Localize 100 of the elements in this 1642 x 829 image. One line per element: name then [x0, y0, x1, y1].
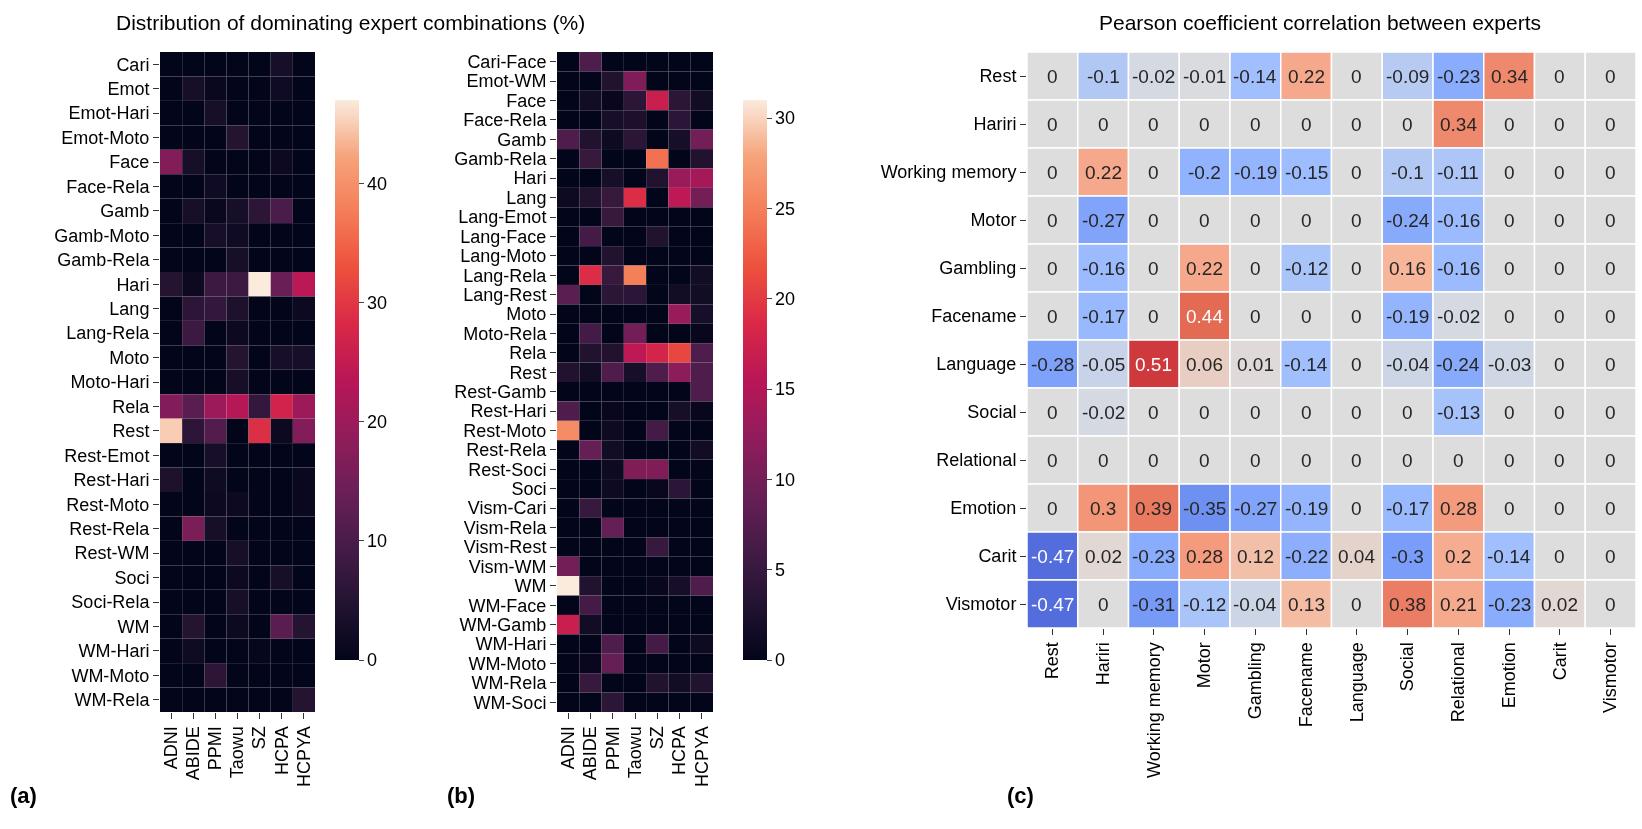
text: (b) [447, 783, 476, 808]
y-tick-label: Rest-Soci [468, 459, 547, 480]
data-label: 0 [1148, 162, 1159, 183]
data-label: 0 [1351, 498, 1362, 519]
y-tick-label: Hariri [973, 114, 1017, 135]
data-label: 0 [1047, 162, 1058, 183]
data-label: 0 [1098, 450, 1109, 471]
data-label: -0.04 [1386, 354, 1430, 375]
data-label: 0.39 [1135, 498, 1172, 519]
data-label: -0.19 [1285, 498, 1329, 519]
data-label: -0.15 [1285, 162, 1329, 183]
data-label: -0.1 [1391, 162, 1424, 183]
data-label: 0.28 [1440, 498, 1477, 519]
color-bar-label: 0 [775, 650, 786, 671]
data-label: 0.22 [1085, 162, 1122, 183]
y-tick-label: Moto [109, 347, 150, 368]
y-tick-label: Gamb [100, 201, 150, 222]
y-tick-label: Emotion [950, 498, 1017, 519]
data-label: 0 [1199, 210, 1210, 231]
data-label: 0 [1554, 450, 1565, 471]
y-tick-label: Facename [931, 306, 1017, 327]
data-label: 0.2 [1445, 546, 1472, 567]
data-label: 0 [1351, 66, 1362, 87]
y-tick-label: Face [506, 90, 547, 111]
data-label: 0.02 [1085, 546, 1122, 567]
data-label: 0.34 [1440, 114, 1478, 135]
data-label: 0 [1301, 450, 1312, 471]
color-bar-label: 5 [775, 559, 786, 580]
y-tick-label: Moto [506, 304, 547, 325]
data-label: -0.3 [1391, 546, 1424, 567]
y-tick-label: Cari-Face [467, 52, 547, 73]
data-label: -0.19 [1386, 306, 1430, 327]
x-tick-label: Motor [1194, 642, 1215, 689]
data-label: 0 [1047, 402, 1058, 423]
data-label: 0 [1605, 258, 1616, 279]
x-tick-label: Carit [1549, 642, 1570, 681]
data-label: 0 [1605, 162, 1616, 183]
y-tick-label: Vism-Rela [463, 517, 548, 538]
data-label: 0 [1605, 210, 1616, 231]
data-label: 0 [1554, 66, 1565, 87]
data-label: -0.47 [1031, 594, 1075, 615]
x-tick-label: HCPYA [293, 726, 314, 787]
data-label: 0 [1554, 306, 1565, 327]
y-tick-label: Gamb [497, 129, 547, 150]
data-label: -0.09 [1386, 66, 1430, 87]
x-tick-label: Relational [1448, 642, 1469, 723]
color-bar-label: 15 [775, 379, 796, 400]
data-label: -0.12 [1285, 258, 1329, 279]
y-tick-label: Rest-Hari [73, 470, 150, 491]
data-label: 0 [1250, 258, 1261, 279]
data-label: -0.19 [1234, 162, 1278, 183]
data-label: 0.12 [1237, 546, 1274, 567]
data-label: -0.14 [1284, 354, 1328, 375]
data-label: 0 [1250, 210, 1261, 231]
data-label: 0 [1605, 114, 1616, 135]
x-tick-label: PPMI [602, 726, 623, 771]
data-label: -0.28 [1031, 354, 1075, 375]
data-label: 0 [1351, 594, 1362, 615]
data-label: 0 [1047, 498, 1058, 519]
x-tick-label: SZ [647, 726, 668, 750]
y-tick-label: Vism-WM [468, 556, 547, 577]
data-label: 0 [1554, 546, 1565, 567]
x-tick-label: ABIDE [183, 726, 204, 781]
data-label: 0 [1351, 402, 1362, 423]
color-bar-label: 10 [775, 469, 796, 490]
y-tick-label: Rest-Rela [466, 440, 548, 461]
y-tick-label: Rest [509, 362, 547, 383]
data-label: 0 [1605, 354, 1616, 375]
x-tick-label: HCPA [271, 726, 292, 775]
data-label: 0 [1148, 258, 1159, 279]
y-tick-label: Rest-Rela [69, 518, 151, 539]
data-label: 0 [1148, 450, 1159, 471]
x-tick-label: Taowu [227, 726, 248, 779]
data-label: 0 [1148, 114, 1159, 135]
data-label: 0 [1250, 306, 1261, 327]
data-label: 0 [1605, 402, 1616, 423]
y-tick-label: Vism-Rest [463, 537, 547, 558]
y-tick-label: Hari [513, 168, 547, 189]
data-label: -0.02 [1132, 66, 1176, 87]
y-tick-label: Rest-Moto [463, 420, 547, 441]
x-tick-label: ABIDE [580, 726, 601, 781]
data-label: 0.01 [1237, 354, 1274, 375]
data-label: -0.02 [1082, 402, 1126, 423]
data-label: -0.2 [1188, 162, 1221, 183]
y-tick-label: WM-Moto [71, 665, 150, 686]
data-label: 0.44 [1186, 306, 1224, 327]
data-label: -0.17 [1082, 306, 1126, 327]
y-tick-label: Lang-Face [460, 226, 547, 247]
y-tick-label: Lang-Rela [463, 265, 548, 286]
data-label: 0 [1047, 306, 1058, 327]
data-label: 0.51 [1135, 354, 1172, 375]
y-tick-label: Face-Rela [463, 110, 548, 131]
x-tick-label: Emotion [1498, 642, 1519, 709]
y-tick-label: Lang [506, 187, 547, 208]
y-tick-label: WM-Soci [473, 692, 547, 713]
y-tick-label: Moto-Rela [463, 323, 548, 344]
data-label: 0 [1554, 354, 1565, 375]
data-label: -0.03 [1488, 354, 1532, 375]
y-tick-label: Soci [511, 479, 547, 500]
data-label: -0.14 [1233, 66, 1277, 87]
